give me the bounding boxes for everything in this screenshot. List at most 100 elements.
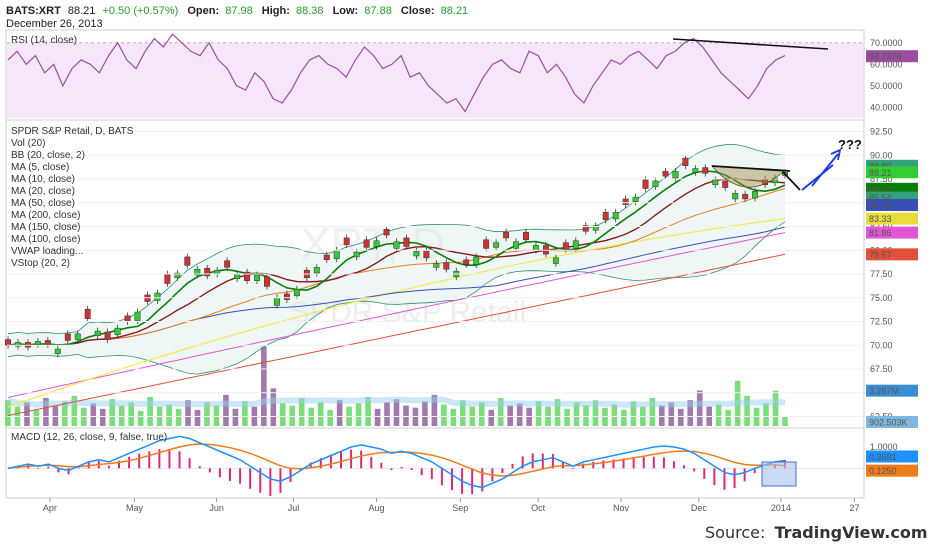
rsi-layer <box>7 33 863 118</box>
candle-body <box>214 269 221 275</box>
candle-body <box>403 237 410 247</box>
macd-title: MACD (12, 26, close, 9, false, true) <box>11 432 167 443</box>
volume-bar <box>166 404 172 426</box>
volume-bar <box>725 409 731 426</box>
volume-bar <box>204 402 210 426</box>
price-axis-tag: 83.33 <box>869 214 892 224</box>
volume-bar <box>298 398 305 426</box>
header-close: 88.21 <box>441 5 469 17</box>
price-tick-label: 87.50 <box>870 174 893 184</box>
volume-bar <box>393 399 400 426</box>
candle-body <box>562 242 569 250</box>
candle-body <box>64 333 71 341</box>
price-axis-tag-bg <box>866 226 918 239</box>
candle-body <box>114 327 121 336</box>
volume-bar <box>592 400 599 426</box>
price-tick-label: 92.50 <box>870 127 893 137</box>
candle-body <box>323 254 330 260</box>
volume-bar <box>128 402 134 426</box>
volume-bar <box>564 408 570 426</box>
volume-bar <box>175 408 182 426</box>
candle-body <box>622 198 629 205</box>
volume-bar <box>782 416 788 426</box>
price-tick-label: 70.00 <box>870 340 893 350</box>
candle-body <box>204 268 211 277</box>
price-axis-tag: 79.57 <box>869 250 892 260</box>
header-change: +0.50 (+0.57%) <box>102 5 178 17</box>
x-tick-label: May <box>126 503 144 513</box>
candle-body <box>742 193 749 200</box>
candle-body <box>712 179 719 185</box>
legend-item: VStop (20, 2) <box>11 258 70 269</box>
candle-body <box>642 179 649 189</box>
legend-item: MA (50, close) <box>11 198 75 209</box>
candle-body <box>732 193 739 200</box>
candle-body <box>15 342 21 347</box>
header-last: 88.21 <box>68 5 96 17</box>
volume-bar <box>772 390 779 426</box>
candle-body <box>513 241 519 249</box>
volume-bar <box>621 409 627 426</box>
header-high: 88.38 <box>296 5 324 17</box>
macd-layer <box>7 435 863 496</box>
candle-body <box>174 272 181 279</box>
drawings-layer <box>672 38 842 487</box>
forecast-arrowhead <box>830 148 842 161</box>
price-tick-label: 90.00 <box>870 150 893 160</box>
forecast-arrow-1 <box>801 164 834 191</box>
macd-signal-label: 0.1250 <box>869 466 897 476</box>
volume-bar <box>5 400 11 426</box>
x-tick-label: Nov <box>613 503 630 513</box>
candle-body <box>473 256 480 265</box>
candle-body <box>393 241 400 249</box>
price-axis-tag: 81.86 <box>869 228 892 238</box>
candle-body <box>353 251 360 258</box>
price-tick-label: 77.50 <box>870 269 893 279</box>
macd-highlight-box <box>761 461 797 487</box>
bollinger-lower <box>7 221 786 375</box>
volume-bar <box>147 396 153 426</box>
candle-body <box>493 242 500 248</box>
legend-item: MA (100, close) <box>11 234 80 245</box>
volume-bar <box>223 394 229 426</box>
rsi-line <box>7 33 786 113</box>
price-axis-tag: 88.21 <box>869 168 892 178</box>
macd-last-label: 0.3691 <box>869 452 897 462</box>
volume-bar <box>52 405 59 426</box>
rsi-trendline <box>672 38 829 50</box>
price-axis-tag: 85.54 <box>869 193 892 203</box>
candle-body <box>383 229 390 236</box>
legend-item: Vol (20) <box>11 138 45 149</box>
candle-body <box>552 257 559 264</box>
x-tick-label: Aug <box>368 503 384 513</box>
candle-body <box>533 245 539 251</box>
x-tick-label: Sep <box>452 503 468 513</box>
price-tick-label: 67.50 <box>870 364 893 374</box>
price-axis-tag: 86.47 <box>869 184 892 194</box>
volume-bar <box>99 408 106 426</box>
volume-bar <box>185 400 191 426</box>
candle-body <box>244 271 251 281</box>
header-close-label: Close: <box>401 5 435 17</box>
volume-bar <box>441 404 447 426</box>
volume-bar <box>270 388 277 426</box>
volume-bar <box>677 408 684 426</box>
candle-body <box>582 225 589 232</box>
volume-bar <box>327 409 333 426</box>
rsi-tick-label: 60.0000 <box>870 59 903 69</box>
legend-item: MA (20, close) <box>11 186 75 197</box>
volume-bar <box>384 402 390 426</box>
volume-bar <box>460 400 466 426</box>
volume-bar <box>497 398 504 426</box>
candle-body <box>264 276 270 287</box>
candle-body <box>194 269 201 276</box>
price-legend: Vol (20)BB (20, close, 2)MA (5, close)MA… <box>11 138 85 269</box>
volume-bar <box>43 398 49 426</box>
price-title: SPDR S&P Retail, D, BATS <box>11 126 134 137</box>
price-tick-label: 75.00 <box>870 293 893 303</box>
candle-body <box>662 171 669 177</box>
candle-body <box>572 240 579 249</box>
volume-bar <box>583 405 589 426</box>
candle-body <box>752 191 759 199</box>
